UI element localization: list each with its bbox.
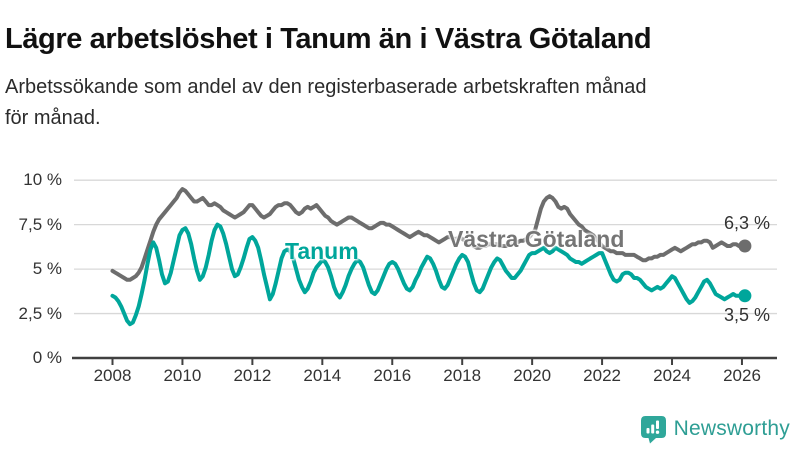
x-tick-2010: 2010 — [163, 366, 202, 385]
y-tick-7-5: 7,5 % — [18, 214, 62, 234]
x-tick-2024: 2024 — [653, 366, 691, 385]
x-tick-2022: 2022 — [583, 366, 621, 385]
x-tick-2008: 2008 — [93, 366, 132, 385]
chart-subtitle: Arbetssökande som andel av den registerb… — [5, 72, 775, 134]
y-tick-5: 5 % — [32, 259, 62, 278]
x-tick-2012: 2012 — [233, 366, 272, 385]
newsworthy-logo[interactable]: Newsworthy — [640, 414, 790, 444]
x-tick-2016: 2016 — [373, 366, 412, 385]
y-tick-10: 10 % — [23, 170, 62, 189]
page-title: Lägre arbetslöshet i Tanum än i Västra G… — [5, 23, 652, 56]
end-value-vastra-gotaland: 6,3 % — [723, 213, 770, 233]
series-label-tanum: Tanum — [285, 238, 359, 264]
series-label-vastra-gotaland: Västra Götaland — [448, 226, 625, 252]
subtitle-line-1: Arbetssökande som andel av den registerb… — [5, 76, 647, 98]
newsworthy-icon — [640, 415, 666, 443]
y-tick-2-5: 2,5 % — [18, 303, 62, 323]
subtitle-line-2: för månad. — [5, 107, 101, 129]
x-tick-2020: 2020 — [513, 366, 552, 385]
newsworthy-wordmark: Newsworthy — [673, 417, 790, 440]
x-tick-2026: 2026 — [723, 366, 761, 385]
y-tick-0: 0 % — [32, 348, 62, 367]
x-tick-2018: 2018 — [443, 366, 482, 385]
end-value-tanum: 3,5 % — [723, 305, 770, 325]
x-tick-2014: 2014 — [303, 366, 342, 385]
